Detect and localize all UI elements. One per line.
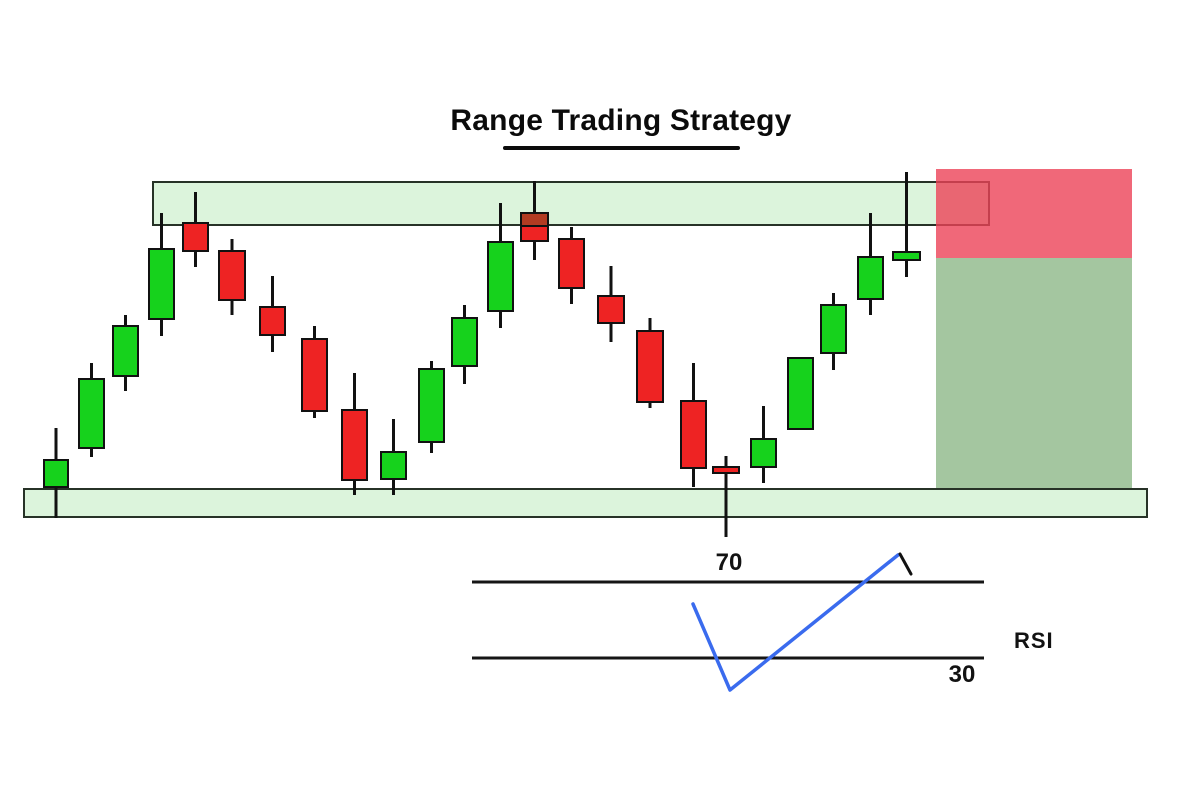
candlestick (487, 241, 514, 312)
candlestick (712, 466, 740, 474)
candlestick (451, 317, 478, 367)
candlestick (78, 378, 105, 449)
candlestick (218, 250, 246, 301)
candlestick (636, 330, 664, 403)
candlestick (341, 409, 368, 481)
candlestick (182, 222, 209, 252)
candlestick (380, 451, 407, 480)
rsi-indicator-label: RSI (1014, 628, 1054, 653)
candlestick (820, 304, 847, 354)
rsi-peak-tick (898, 552, 913, 576)
rsi-level-30-label: 30 (948, 661, 976, 688)
candlestick (787, 357, 814, 430)
candlestick (112, 325, 139, 377)
support-zone (23, 488, 1148, 518)
candlestick (43, 459, 69, 488)
title-underline (503, 146, 740, 150)
candlestick (857, 256, 884, 300)
candlestick (892, 251, 921, 261)
rsi-curve (691, 553, 900, 692)
candles-group (43, 172, 921, 537)
candlestick (418, 368, 445, 443)
page-title: Range Trading Strategy (450, 104, 792, 137)
candlestick-zone-overlap (520, 212, 549, 227)
candlestick (597, 295, 625, 324)
candlestick (148, 248, 175, 320)
candlestick (259, 306, 286, 336)
resistance-zone (152, 181, 990, 226)
stop-loss-box (936, 169, 1132, 258)
candlestick (680, 400, 707, 469)
candlestick (558, 238, 585, 289)
candlestick (750, 438, 777, 468)
rsi-level-70-label: 70 (715, 549, 743, 576)
candlestick (301, 338, 328, 412)
take-profit-box (936, 258, 1132, 489)
